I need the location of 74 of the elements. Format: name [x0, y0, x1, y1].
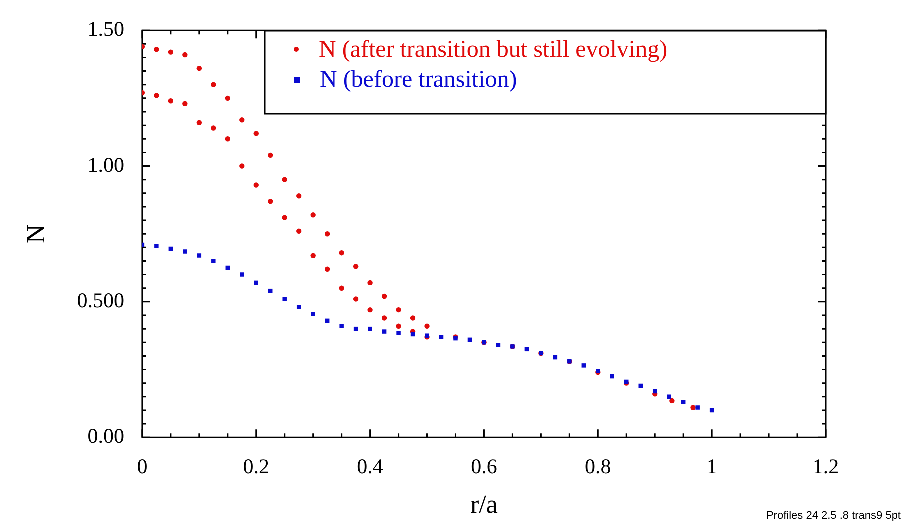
- point: [310, 212, 316, 218]
- point: [353, 264, 359, 270]
- x-tick-label: 0.8: [585, 454, 612, 479]
- point: [496, 343, 501, 348]
- point: [681, 400, 686, 404]
- point: [296, 305, 302, 310]
- point: [324, 266, 330, 272]
- point: [268, 152, 274, 158]
- point: [690, 405, 696, 410]
- point: [353, 296, 359, 302]
- x-tick-label: 0.2: [243, 454, 270, 479]
- point: [382, 330, 387, 334]
- point: [197, 254, 202, 258]
- point: [424, 324, 430, 329]
- point: [154, 244, 159, 248]
- point: [368, 326, 372, 332]
- point: [240, 272, 244, 277]
- point: [396, 324, 402, 329]
- point: [254, 131, 259, 136]
- point: [168, 50, 174, 55]
- y-tick-label: 1.00: [88, 152, 124, 177]
- text: Profiles 24 2.5 .8 trans9 5pt: [766, 510, 901, 522]
- x-tick-label: 1: [706, 454, 718, 479]
- point: [340, 324, 344, 328]
- point: [240, 118, 245, 123]
- point: [667, 394, 672, 400]
- point: [339, 286, 344, 291]
- point: [154, 93, 160, 98]
- point: [225, 136, 230, 142]
- x-tick-label: 0: [137, 454, 148, 479]
- y-tick-label: 0.00: [88, 424, 124, 448]
- x-tick-label: 1.2: [812, 454, 840, 479]
- point: [311, 312, 316, 316]
- legend-label: N (after transition but still evolving): [318, 36, 668, 65]
- point: [212, 259, 216, 264]
- point: [696, 406, 700, 410]
- legend-label: N (before transition): [320, 66, 518, 95]
- point: [240, 164, 245, 169]
- point: [296, 194, 302, 199]
- point: [196, 66, 202, 72]
- y-tick-label: 1.50: [88, 17, 124, 42]
- point: [183, 250, 188, 254]
- x-tick-label: 0.6: [471, 454, 498, 479]
- point: [182, 101, 188, 106]
- point: [396, 307, 402, 313]
- point: [282, 215, 288, 220]
- point: [196, 120, 202, 126]
- point: [324, 232, 330, 237]
- point: [225, 96, 230, 102]
- point: [254, 182, 259, 188]
- point: [410, 316, 416, 321]
- point: [268, 198, 274, 204]
- point: [439, 335, 444, 340]
- point: [296, 228, 302, 234]
- x-tick-label: 0.4: [357, 454, 384, 479]
- point: [310, 253, 316, 258]
- point: [582, 364, 586, 368]
- point: [368, 280, 373, 286]
- point: [382, 316, 388, 321]
- point: [282, 177, 288, 182]
- point: [368, 307, 373, 313]
- point: [282, 297, 287, 302]
- point: [182, 52, 188, 58]
- point: [211, 126, 216, 131]
- point: [396, 331, 401, 336]
- point: [670, 398, 675, 404]
- y-tick-label: 0.500: [77, 288, 124, 312]
- point: [154, 46, 160, 52]
- x-axis-title: r/a: [470, 490, 498, 520]
- point: [382, 294, 388, 300]
- point: [168, 98, 174, 104]
- y-axis-title: N: [21, 224, 50, 244]
- point: [211, 82, 216, 88]
- point: [339, 250, 344, 256]
